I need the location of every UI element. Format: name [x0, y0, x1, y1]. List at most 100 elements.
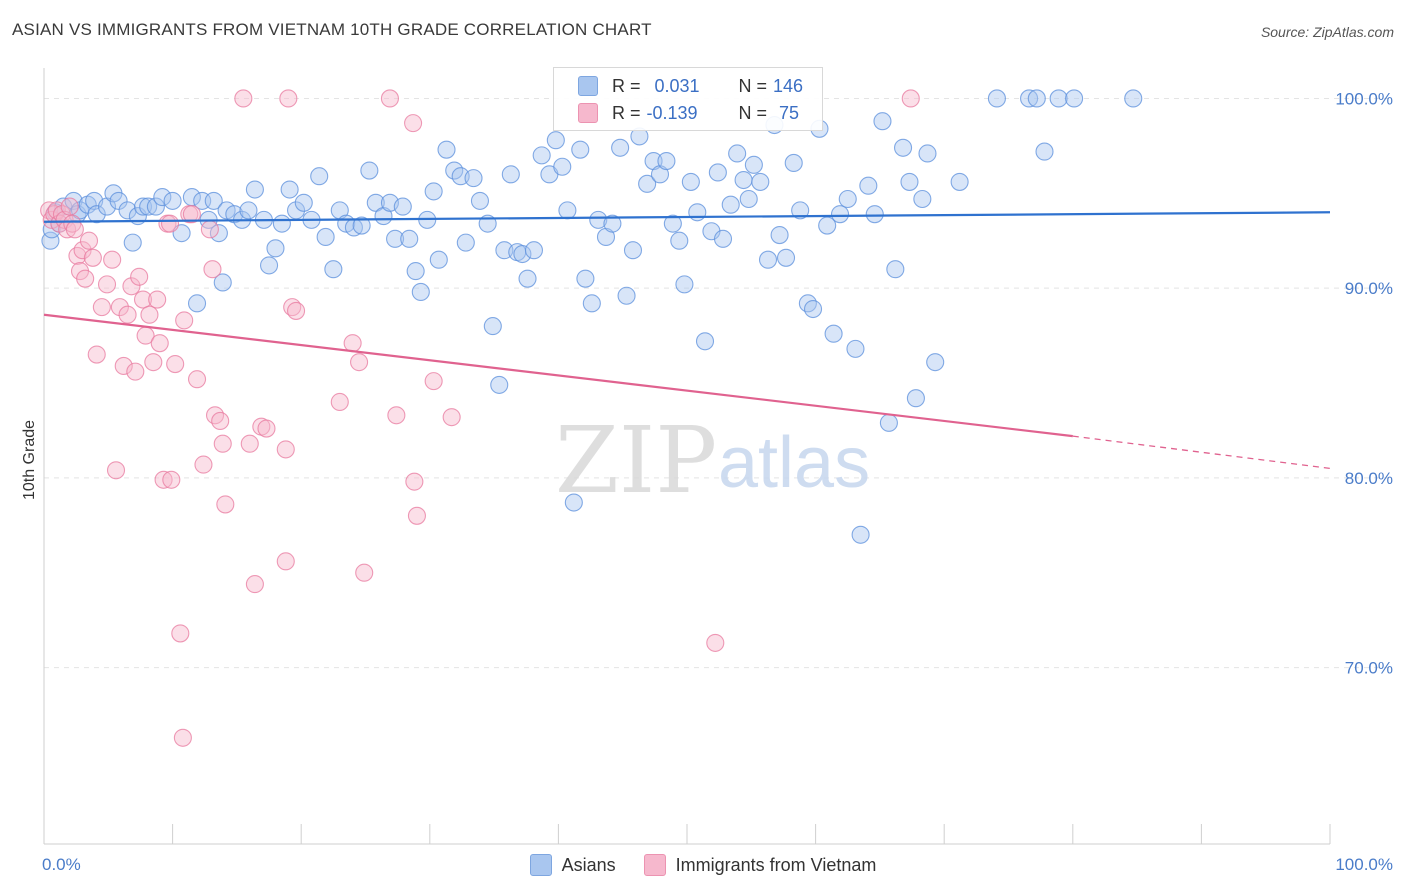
chart-title: ASIAN VS IMMIGRANTS FROM VIETNAM 10TH GR… — [12, 20, 652, 39]
point-vietnam-42 — [182, 205, 201, 224]
point-vietnam-71 — [234, 89, 253, 108]
point-asians-145 — [1124, 89, 1143, 108]
trend-line-vietnam — [43, 313, 1073, 438]
point-asians-84 — [576, 269, 595, 288]
point-vietnam-56 — [276, 552, 295, 571]
point-vietnam-16 — [83, 248, 102, 267]
point-vietnam-11 — [68, 246, 87, 265]
r-label: R = — [612, 75, 641, 96]
n-label: N = — [738, 102, 768, 123]
y-tick-label-1: 80.0% — [1345, 469, 1393, 488]
point-asians-81 — [558, 201, 577, 220]
point-asians-33 — [239, 201, 258, 220]
point-asians-117 — [791, 201, 810, 220]
point-vietnam-50 — [216, 495, 235, 514]
point-vietnam-32 — [148, 290, 167, 309]
point-vietnam-55 — [276, 440, 295, 459]
point-asians-85 — [582, 294, 601, 313]
point-vietnam-13 — [73, 241, 92, 260]
point-asians-107 — [728, 144, 747, 163]
point-vietnam-54 — [257, 419, 276, 438]
point-asians-57 — [406, 262, 425, 281]
point-vietnam-14 — [76, 269, 95, 288]
point-vietnam-10 — [65, 220, 84, 239]
point-asians-137 — [926, 353, 945, 372]
x-tick-label-1: 100.0% — [1335, 855, 1393, 874]
point-asians-130 — [879, 413, 898, 432]
point-asians-56 — [400, 229, 419, 248]
point-asians-43 — [310, 167, 329, 186]
point-vietnam-67 — [405, 472, 424, 491]
point-asians-28 — [209, 224, 228, 243]
y-tick-labels: 70.0% 80.0% 90.0% 100.0% — [1335, 89, 1393, 677]
point-vietnam-70 — [442, 408, 461, 427]
point-asians-80 — [553, 157, 572, 176]
point-asians-126 — [851, 525, 870, 544]
point-asians-70 — [490, 375, 509, 394]
point-vietnam-40 — [175, 311, 194, 330]
point-asians-36 — [259, 256, 279, 275]
source-label: Source: ZipAtlas.com — [1260, 24, 1394, 40]
point-asians-15 — [123, 233, 142, 252]
point-vietnam-51 — [240, 434, 259, 453]
swatch-vietnam — [578, 103, 598, 123]
point-asians-122 — [824, 324, 843, 343]
point-asians-74 — [513, 244, 532, 264]
point-asians-128 — [865, 205, 884, 224]
y-tick-label-0: 70.0% — [1345, 659, 1393, 678]
point-asians-61 — [429, 250, 448, 269]
point-asians-38 — [272, 214, 291, 233]
point-asians-89 — [611, 138, 630, 157]
point-vietnam-18 — [92, 298, 111, 317]
legend-swatch-asians — [529, 854, 552, 876]
point-asians-111 — [751, 172, 770, 191]
point-asians-75 — [518, 269, 537, 288]
point-asians-131 — [886, 260, 905, 279]
r-value: 0.031 — [654, 75, 700, 96]
point-asians-136 — [918, 144, 937, 163]
point-vietnam-33 — [150, 334, 169, 353]
point-asians-55 — [393, 197, 412, 216]
point-asians-86 — [589, 210, 608, 229]
point-vietnam-48 — [211, 411, 230, 431]
legend-label-asians: Asians — [561, 854, 616, 875]
point-vietnam-72 — [706, 633, 725, 652]
point-vietnam-69 — [424, 372, 443, 391]
point-asians-34 — [245, 180, 264, 199]
point-vietnam-43 — [187, 370, 207, 389]
point-asians-13 — [109, 191, 128, 210]
point-vietnam-66 — [404, 114, 423, 133]
point-vietnam-27 — [130, 267, 149, 286]
trend-line-asians — [43, 211, 1331, 223]
point-vietnam-44 — [194, 455, 213, 474]
point-asians-66 — [464, 169, 483, 188]
stats-row-vietnam: R = -0.139 N = 75 — [578, 100, 799, 126]
point-asians-19 — [146, 197, 165, 216]
point-vietnam-60 — [330, 392, 349, 412]
point-asians-27 — [204, 191, 223, 210]
point-asians-41 — [294, 193, 313, 212]
point-vietnam-59 — [279, 89, 298, 108]
point-asians-17 — [133, 197, 153, 216]
legend-swatch-vietnam — [643, 854, 666, 876]
point-asians-98 — [670, 231, 689, 250]
point-vietnam-52 — [245, 575, 264, 594]
stats-row-asians: R = 0.031 N = 146 — [578, 73, 803, 99]
point-vietnam-23 — [114, 356, 133, 375]
point-vietnam-8 — [60, 197, 79, 216]
point-asians-144 — [1065, 89, 1084, 108]
point-asians-123 — [830, 205, 850, 224]
point-asians-29 — [213, 273, 232, 292]
point-vietnam-73 — [901, 89, 920, 108]
point-asians-67 — [470, 191, 490, 210]
point-asians-10 — [87, 205, 106, 224]
point-vietnam-39 — [173, 728, 192, 747]
point-asians-133 — [900, 172, 919, 191]
point-asians-115 — [776, 248, 796, 267]
legend-item-asians: Asians — [529, 854, 616, 876]
point-asians-125 — [846, 339, 865, 358]
point-asians-50 — [360, 161, 379, 180]
point-asians-83 — [571, 140, 590, 159]
point-asians-132 — [893, 138, 913, 157]
point-vietnam-47 — [205, 406, 225, 425]
